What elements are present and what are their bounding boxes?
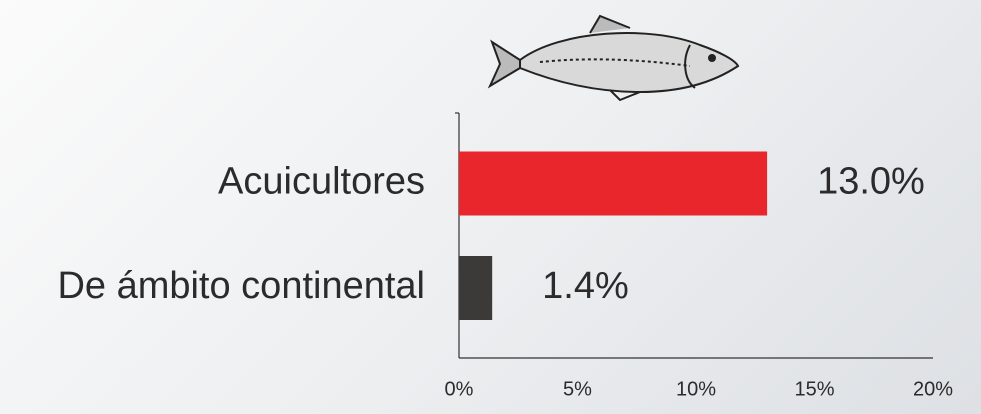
bar: [459, 256, 493, 320]
x-tick-label: 15%: [794, 378, 834, 400]
x-tick-label: 10%: [676, 378, 716, 400]
value-label: 13.0%: [817, 161, 925, 203]
category-label: De ámbito continental: [57, 265, 425, 307]
x-tick-label: 20%: [913, 378, 953, 400]
x-tick-label: 0%: [445, 378, 474, 400]
category-label: Acuicultores: [218, 161, 425, 203]
fish-icon: [487, 14, 740, 102]
value-label: 1.4%: [542, 265, 629, 307]
bar: [459, 151, 768, 216]
x-tick-label: 5%: [563, 378, 592, 400]
